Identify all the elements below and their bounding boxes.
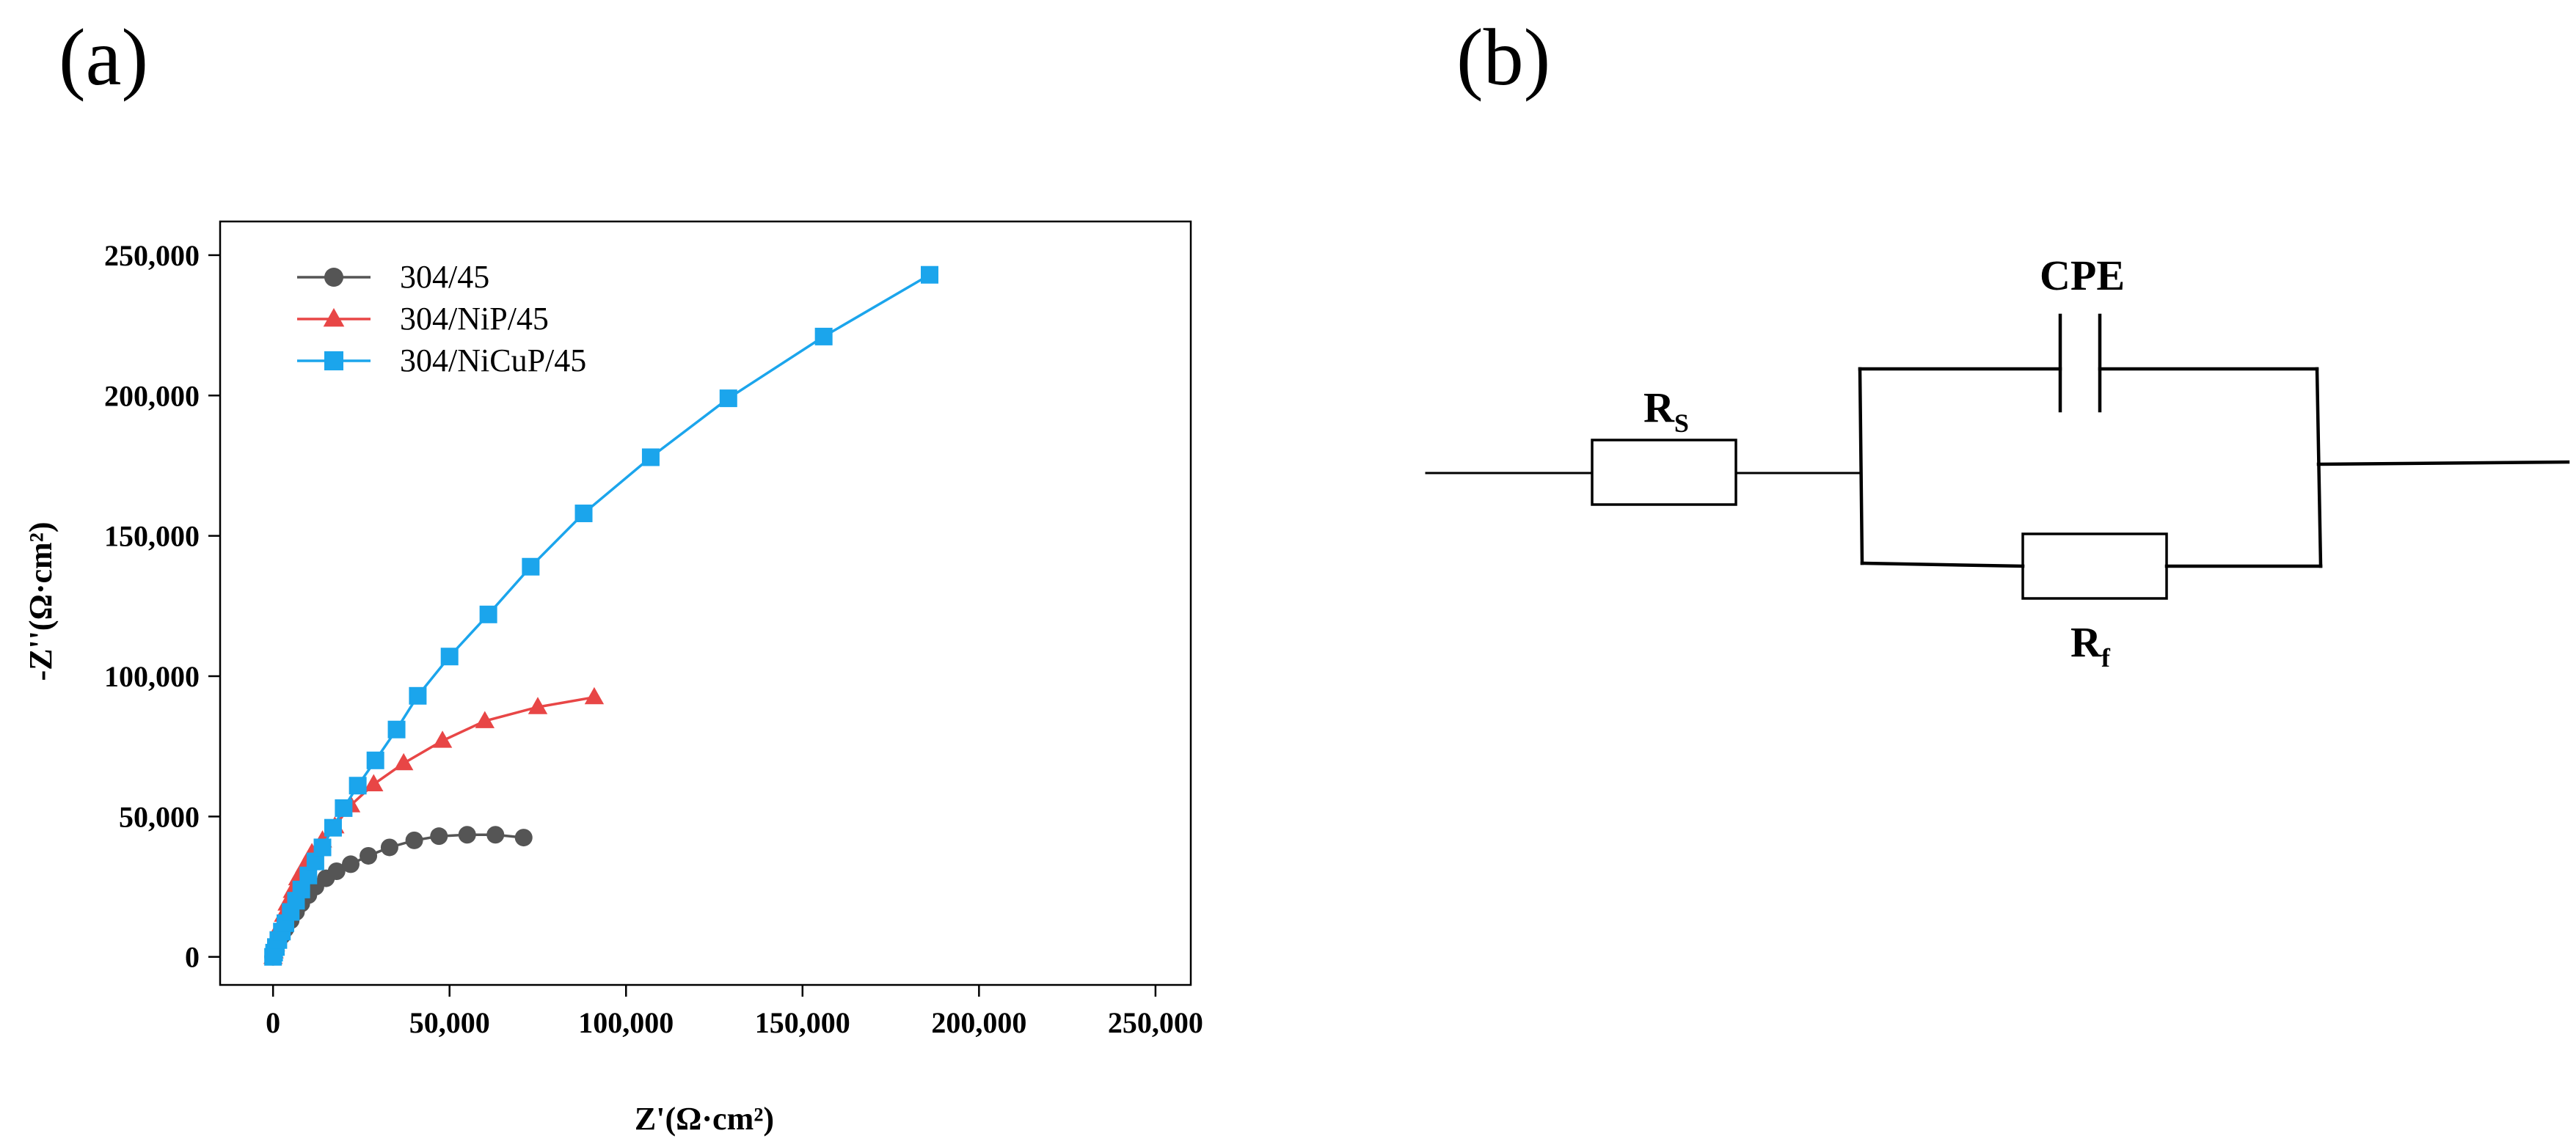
data-point-circle <box>380 838 398 857</box>
y-tick-label: 150,000 <box>104 520 200 553</box>
plot-area <box>219 220 1192 986</box>
legend-label: 304/NiP/45 <box>400 301 549 337</box>
data-point-square <box>440 648 459 666</box>
rs-label-main: R <box>1643 384 1675 431</box>
x-tick-label: 150,000 <box>755 1006 850 1039</box>
data-point-square <box>324 818 342 837</box>
data-point-triangle <box>528 697 548 714</box>
x-tick-label: 100,000 <box>578 1006 674 1039</box>
data-point-square <box>349 777 367 795</box>
data-point-square <box>335 799 353 817</box>
legend: 304/45 304/NiP/45 304/NiCuP/45 <box>297 259 586 378</box>
right-node-vertical-wire <box>2315 367 2323 568</box>
x-tick-label: 0 <box>266 1006 280 1039</box>
x-tick-label: 250,000 <box>1108 1006 1203 1039</box>
y-tick-label: 100,000 <box>104 660 200 693</box>
rf-label-subscript: f <box>2101 643 2111 673</box>
x-tick-label: 200,000 <box>931 1006 1026 1039</box>
left-node-vertical-wire <box>1858 367 1864 565</box>
data-point-square <box>313 838 332 857</box>
rs-label-subscript: S <box>1674 408 1689 438</box>
circuit-labels: RS CPE Rf <box>1643 252 2125 673</box>
data-point-circle <box>405 831 423 849</box>
data-point-square <box>366 751 384 769</box>
data-point-circle <box>486 826 505 844</box>
data-point-square <box>409 686 427 705</box>
panel-b-label: (b) <box>1456 12 1550 102</box>
data-point-circle <box>342 855 360 873</box>
y-tick-label: 0 <box>185 941 200 974</box>
data-point-square <box>641 448 660 466</box>
data-point-square <box>324 351 343 370</box>
output-lead-wire <box>2316 460 2570 466</box>
data-point-square <box>479 605 497 623</box>
series-304-nicup-45 <box>264 265 938 966</box>
data-point-circle <box>360 846 378 865</box>
data-point-circle <box>324 268 343 287</box>
y-axis-label: -Z''(Ω·cm²) <box>23 521 59 681</box>
legend-label: 304/NiCuP/45 <box>400 342 586 378</box>
legend-label: 304/45 <box>400 259 489 295</box>
data-point-square <box>920 265 938 284</box>
rf-label-main: R <box>2070 618 2102 666</box>
data-point-triangle <box>364 774 384 791</box>
y-tick-label: 250,000 <box>104 239 200 272</box>
data-point-triangle <box>393 752 414 771</box>
data-point-circle <box>458 826 476 844</box>
equivalent-circuit-diagram <box>1425 313 2570 600</box>
cpe-label: CPE <box>2040 252 2125 299</box>
data-point-triangle <box>432 730 453 748</box>
x-axis-ticks: 0 50,000 100,000 150,000 200,000 250,000 <box>266 985 1203 1039</box>
y-tick-label: 50,000 <box>119 800 200 833</box>
y-axis-ticks: 0 50,000 100,000 150,000 200,000 250,000 <box>104 239 220 974</box>
impedance-nyquist-chart: 0 50,000 100,000 150,000 200,000 250,000 0 50,… <box>23 220 1203 1137</box>
bottom-branch-left-wire <box>1860 561 2025 568</box>
x-axis-label: Z'(Ω·cm²) <box>635 1101 774 1137</box>
data-point-square <box>522 557 540 576</box>
resistor-rs <box>1591 439 1737 506</box>
data-point-circle <box>514 829 533 847</box>
data-point-square <box>814 327 833 345</box>
data-point-circle <box>430 827 448 846</box>
rf-label: Rf <box>2070 618 2111 673</box>
data-point-square <box>719 389 737 408</box>
data-point-square <box>574 505 593 523</box>
data-point-triangle <box>475 711 495 728</box>
resistor-rf <box>2021 532 2168 600</box>
x-tick-label: 50,000 <box>409 1006 490 1039</box>
data-point-square <box>387 720 406 739</box>
data-point-triangle <box>323 308 345 327</box>
y-tick-label: 200,000 <box>104 379 200 412</box>
data-point-circle <box>327 862 346 880</box>
panel-a-label: (a) <box>59 12 148 102</box>
data-point-triangle <box>584 686 605 705</box>
series-layer <box>263 265 938 966</box>
rs-label: RS <box>1643 384 1689 438</box>
